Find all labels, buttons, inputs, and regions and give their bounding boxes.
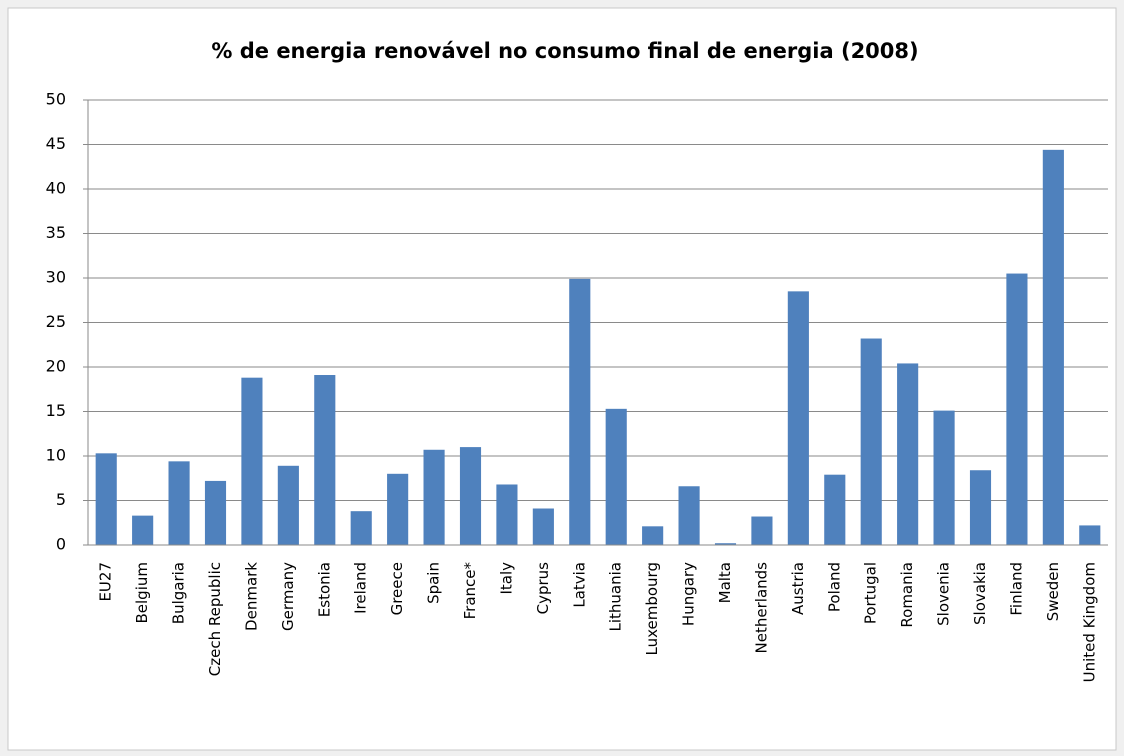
x-tick-label: Sweden [1044, 562, 1062, 621]
bar [933, 410, 955, 545]
x-tick-label: Greece [388, 562, 406, 615]
x-tick-label: Belgium [133, 562, 151, 624]
bar [459, 447, 482, 545]
x-tick-label: Ireland [352, 562, 370, 614]
bar [1079, 525, 1101, 545]
bar [1006, 273, 1028, 545]
bar [1042, 149, 1064, 545]
bar [314, 375, 336, 545]
y-tick-label: 40 [46, 179, 66, 198]
x-tick-label: Italy [497, 562, 515, 595]
bar [350, 511, 372, 545]
y-tick-label: 0 [56, 535, 66, 554]
x-tick-label: Netherlands [752, 562, 770, 654]
bar [204, 480, 227, 545]
bar [168, 461, 190, 545]
x-tick-label: Bulgaria [170, 562, 188, 624]
x-tick-label: Luxembourg [643, 562, 661, 656]
bar [423, 449, 445, 545]
y-tick-label: 35 [46, 223, 66, 242]
x-tick-label: Czech Republic [206, 562, 224, 676]
y-tick-label: 10 [46, 446, 66, 465]
y-tick-label: 15 [46, 401, 66, 420]
bar [496, 484, 518, 545]
y-tick-label: 25 [46, 312, 66, 331]
bar [277, 465, 299, 545]
x-tick-label: Slovakia [971, 562, 989, 625]
chart-frame [7, 7, 1117, 751]
chart-title: % de energia renovável no consumo final … [211, 39, 918, 63]
y-tick-label: 50 [46, 90, 66, 109]
y-tick-label: 5 [56, 490, 66, 509]
x-tick-label: Cyprus [534, 562, 552, 615]
bar [532, 508, 554, 545]
x-tick-label: Spain [425, 562, 443, 604]
bar [860, 338, 882, 545]
x-tick-label: Estonia [315, 562, 333, 617]
x-tick-label: Denmark [242, 562, 260, 631]
x-tick-label: Romania [898, 562, 916, 628]
x-tick-label: Portugal [862, 562, 880, 624]
bar [132, 515, 154, 545]
bar [751, 516, 773, 545]
bar [787, 291, 809, 545]
bar [95, 453, 117, 545]
bar [569, 278, 591, 545]
x-tick-label: France* [461, 562, 479, 620]
bar [387, 473, 409, 545]
x-tick-label: Lithuania [607, 562, 625, 631]
x-tick-label: Slovenia [935, 562, 953, 626]
bar [714, 543, 737, 545]
x-tick-label: Hungary [680, 562, 698, 626]
x-tick-label: Poland [825, 562, 843, 612]
bar [824, 474, 846, 545]
x-tick-label: United Kingdom [1080, 562, 1098, 682]
bar [241, 377, 263, 545]
x-tick-label: EU27 [97, 562, 115, 602]
x-tick-label: Austria [789, 562, 807, 615]
x-tick-label: Malta [716, 562, 734, 603]
bar [678, 486, 700, 545]
bar [642, 526, 664, 545]
x-tick-label: Latvia [570, 562, 588, 608]
bar [897, 363, 919, 545]
y-tick-label: 20 [46, 357, 66, 376]
x-tick-label: Finland [1007, 562, 1025, 616]
bar [969, 470, 992, 545]
y-tick-label: 30 [46, 268, 66, 287]
bar [605, 408, 627, 545]
y-tick-label: 45 [46, 134, 66, 153]
x-tick-label: Germany [279, 562, 297, 631]
